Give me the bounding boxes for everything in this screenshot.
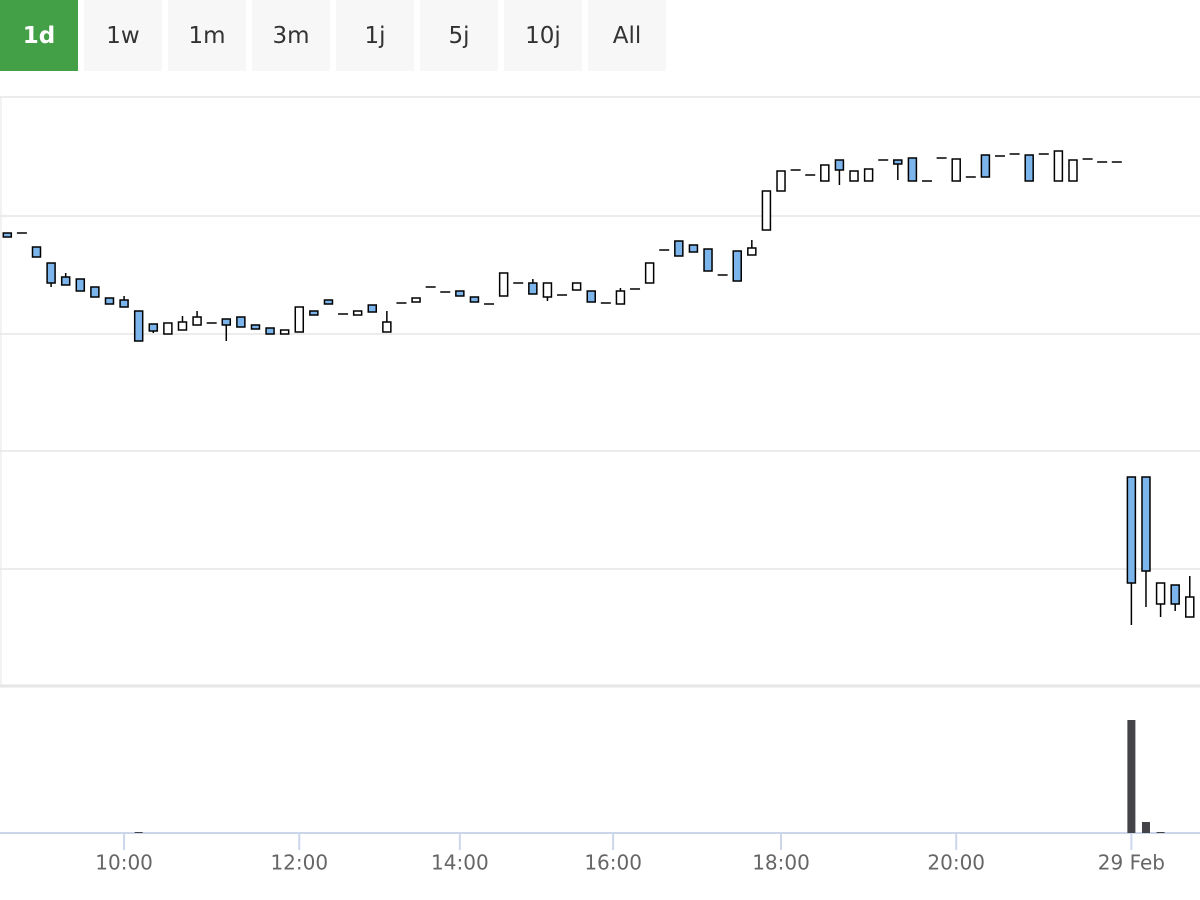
candle-body [2, 232, 13, 238]
candle-body [1053, 150, 1064, 182]
volume-bar [1156, 832, 1165, 833]
candle-body [703, 248, 713, 272]
x-tick-label: 16:00 [584, 851, 642, 875]
range-button[interactable]: 1d [0, 0, 78, 71]
x-tick-label: 14:00 [431, 851, 489, 875]
x-tick-label: 10:00 [95, 851, 153, 875]
candle-body [907, 157, 918, 182]
candle-body [31, 246, 42, 258]
range-button[interactable]: 3m [252, 0, 330, 71]
candle-body [279, 329, 290, 335]
candle-body [732, 250, 742, 282]
candle-body [90, 286, 100, 298]
candle-body [133, 310, 144, 342]
candle-body [980, 154, 991, 178]
candle-body [469, 296, 480, 303]
candle-body [75, 278, 86, 292]
candle-body [528, 282, 538, 295]
range-button[interactable]: 10j [504, 0, 582, 71]
x-tick-label: 29 Feb [1098, 851, 1165, 875]
volume-bar [134, 832, 143, 833]
range-button[interactable]: 5j [420, 0, 498, 71]
candle-body [951, 158, 961, 182]
candle-body [834, 159, 845, 171]
candle-body [498, 272, 509, 297]
range-button[interactable]: All [588, 0, 666, 71]
x-tick-label: 20:00 [927, 851, 985, 875]
candle-body [820, 164, 830, 182]
candle-body [1170, 584, 1180, 605]
candle-body [542, 282, 553, 298]
range-button[interactable]: 1j [336, 0, 414, 71]
candle-body [688, 244, 699, 253]
volume-bar [1127, 720, 1136, 833]
candle-body [1126, 476, 1137, 584]
candle-body [615, 290, 626, 305]
candle-body [1185, 596, 1195, 618]
candle-body [1068, 159, 1078, 182]
candle-body [586, 290, 596, 303]
candle-body [46, 262, 56, 284]
candle-body [104, 297, 115, 305]
candle-body [761, 190, 772, 231]
candle-body [352, 310, 363, 316]
candle-body [1155, 582, 1166, 605]
candle-body [236, 316, 246, 328]
x-tick-label: 18:00 [752, 851, 810, 875]
candle-body [674, 240, 684, 257]
candle-body [382, 321, 392, 333]
candle-body [411, 297, 421, 303]
candle-body [60, 276, 71, 286]
candle-body [221, 318, 232, 326]
candle-body [119, 299, 129, 308]
candle-body [148, 323, 159, 332]
candle-body [849, 170, 859, 182]
x-tick-label: 12:00 [270, 851, 328, 875]
candle-body [309, 310, 319, 316]
candle-body [163, 322, 173, 335]
candle-body [323, 299, 334, 305]
volume-bar [1141, 822, 1150, 833]
candle-body [1141, 476, 1151, 572]
candle-body [265, 327, 275, 335]
candle-body [367, 304, 378, 313]
candle-body [893, 159, 903, 165]
range-button[interactable]: 1m [168, 0, 246, 71]
range-button[interactable]: 1w [84, 0, 162, 71]
candle-body [863, 168, 874, 182]
candle-body [644, 262, 655, 284]
candle-body [455, 290, 465, 297]
candle-body [294, 306, 305, 333]
candle-body [192, 316, 202, 326]
candle-body [250, 324, 261, 330]
candle-body [1024, 154, 1034, 182]
candle-body [747, 247, 757, 256]
candle-body [776, 170, 786, 192]
candle-body [571, 282, 582, 291]
candle-body [177, 321, 188, 331]
